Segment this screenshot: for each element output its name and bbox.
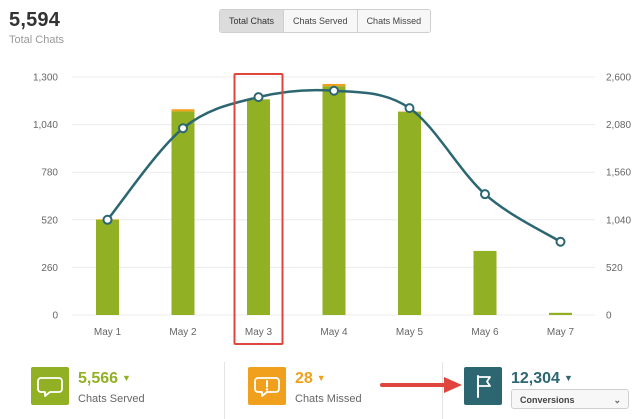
x-tick-label: May 3 [245, 327, 273, 338]
conversions-select[interactable]: Conversions ⌄ [511, 389, 629, 409]
y-left-tick-label: 520 [41, 215, 58, 226]
line-point [178, 123, 188, 134]
line-point [404, 103, 415, 114]
y-left-tick-label: 780 [41, 168, 58, 179]
caret-down-icon[interactable]: ▼ [122, 373, 131, 383]
tab-chats-served[interactable]: Chats Served [283, 10, 357, 32]
line-point [555, 236, 566, 247]
stat-divider [224, 362, 225, 419]
chats-missed-value: 28 [295, 370, 313, 387]
caret-down-icon[interactable]: ▼ [316, 373, 326, 383]
x-tick-label: May 2 [169, 327, 197, 338]
highlight-box [233, 73, 284, 345]
line-point [480, 189, 490, 200]
flag-icon [464, 367, 502, 405]
tab-chats-missed[interactable]: Chats Missed [356, 10, 431, 32]
bar-chats-served [171, 111, 195, 315]
y-left-tick-label: 0 [52, 311, 58, 322]
line-point [329, 85, 339, 96]
y-left-tick-label: 1,300 [33, 73, 58, 84]
missed-chat-icon [248, 367, 286, 405]
chevron-down-icon: ⌄ [613, 395, 621, 405]
y-right-tick-label: 0 [606, 311, 612, 322]
total-chats-label: Total Chats [9, 34, 65, 46]
chats-served-label: Chats Served [78, 393, 145, 405]
chat-bubble-icon [31, 367, 69, 405]
stat-divider [442, 362, 443, 419]
conversions-value: 12,304 [511, 370, 560, 387]
y-right-tick-label: 520 [606, 263, 623, 274]
bar-chats-served [549, 312, 572, 315]
chats-missed-label: Chats Missed [295, 393, 362, 405]
x-tick-label: May 7 [547, 327, 575, 338]
y-right-tick-label: 1,560 [606, 168, 631, 179]
bar-chats-missed [171, 109, 195, 112]
line-point [102, 214, 113, 225]
chats-chart: 0 0 260 520 520 1,040 780 1,560 1,040 2,080 1,300 2… [33, 73, 631, 345]
y-right-tick-label: 2,600 [606, 73, 631, 84]
caret-down-icon[interactable]: ▼ [563, 373, 573, 383]
bar-chats-missed [322, 83, 346, 87]
bar-chats-served [398, 111, 421, 316]
chats-served-value: 5,566 [78, 370, 119, 387]
y-left-tick-label: 1,040 [33, 120, 58, 131]
y-right-tick-label: 2,080 [606, 120, 631, 131]
bar-chats-served [322, 86, 346, 316]
tab-total-chats[interactable]: Total Chats [220, 10, 284, 32]
x-tick-label: May 4 [320, 327, 348, 338]
line-point [253, 92, 264, 103]
x-tick-label: May 1 [94, 327, 122, 338]
y-right-tick-label: 1,040 [606, 215, 631, 226]
bar-chats-served [473, 250, 497, 315]
conversions-select-value: Conversions [520, 395, 575, 405]
chart-tabs: Total Chats Chats Served Chats Missed [219, 9, 432, 33]
bar-chats-served [96, 219, 119, 315]
x-tick-label: May 6 [471, 327, 499, 338]
annotation-arrow-icon [380, 377, 462, 393]
total-chats-count: 5,594 [9, 9, 61, 31]
bar-chats-served [247, 99, 270, 315]
y-left-tick-label: 260 [41, 263, 58, 274]
x-tick-label: May 5 [396, 327, 424, 338]
